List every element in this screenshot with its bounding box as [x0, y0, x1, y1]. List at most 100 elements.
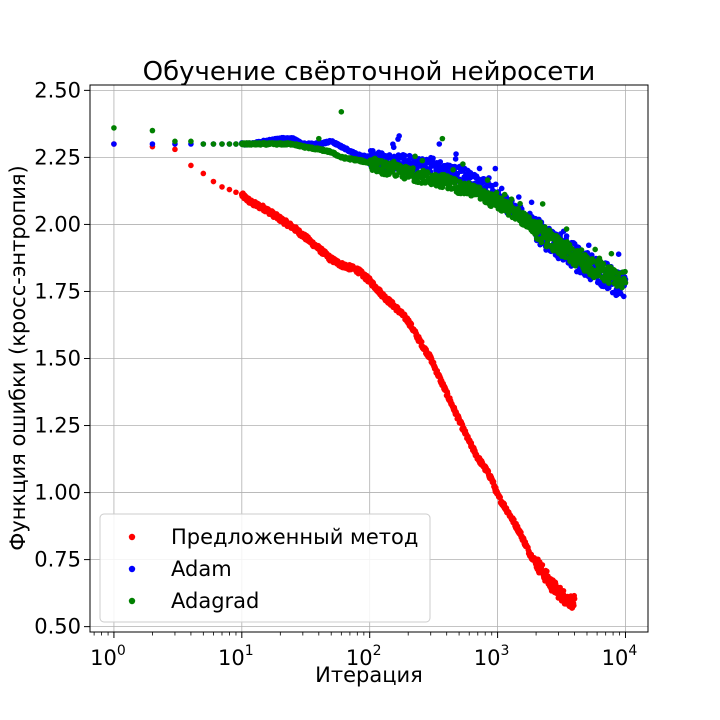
- data-point: [492, 165, 499, 172]
- x-tick-label: 104: [602, 643, 638, 670]
- y-tick-label: 2.50: [34, 78, 81, 102]
- data-point: [452, 176, 459, 183]
- data-point: [460, 161, 466, 167]
- outlier-point: [338, 109, 345, 115]
- data-point: [226, 186, 233, 193]
- data-point: [419, 157, 426, 164]
- data-point: [210, 141, 217, 147]
- data-point: [425, 170, 431, 176]
- x-axis-ticks: 100 101 102 103 104: [90, 632, 637, 670]
- data-point: [484, 177, 491, 183]
- x-tick-base: 10: [602, 646, 629, 670]
- x-tick-label: 103: [474, 643, 510, 670]
- legend-label-adam: Adam: [171, 557, 232, 581]
- data-point: [172, 146, 178, 153]
- data-point: [410, 165, 416, 171]
- data-point: [149, 141, 156, 147]
- data-point: [111, 125, 117, 131]
- legend-label-proposed: Предложенный метод: [171, 525, 418, 549]
- data-point: [536, 227, 542, 234]
- data-point: [508, 196, 515, 202]
- data-point: [571, 595, 578, 602]
- y-axis-ticks: 0.50 0.75 1.00 1.25 1.50 1.75 2.00 2.25 2.50: [34, 78, 90, 639]
- data-point: [501, 191, 508, 198]
- series-proposed: [111, 141, 578, 611]
- data-point: [200, 141, 207, 147]
- data-point: [219, 184, 225, 190]
- data-point: [498, 185, 505, 192]
- data-point: [606, 284, 612, 291]
- data-point: [188, 138, 194, 145]
- x-tick-label: 102: [346, 643, 382, 670]
- data-point: [608, 250, 615, 257]
- y-tick-label: 0.50: [34, 615, 81, 639]
- x-tick-label: 101: [218, 643, 254, 670]
- data-point: [233, 189, 239, 196]
- data-point: [600, 260, 607, 267]
- data-point: [390, 144, 397, 151]
- legend-marker-adam: [128, 565, 136, 573]
- data-point: [515, 194, 522, 200]
- legend-marker-proposed: [128, 533, 136, 541]
- legend-marker-adagrad: [128, 597, 136, 605]
- data-point: [622, 268, 628, 275]
- data-point: [437, 159, 444, 165]
- y-tick-label: 2.25: [34, 145, 81, 169]
- data-point: [226, 141, 233, 147]
- legend-label-adagrad: Adagrad: [171, 589, 259, 613]
- data-point: [585, 242, 592, 249]
- y-tick-label: 1.75: [34, 279, 81, 303]
- x-tick-base: 10: [346, 646, 373, 670]
- data-point: [476, 165, 483, 172]
- data-point: [450, 167, 456, 173]
- x-tick-exponent: 2: [373, 643, 382, 659]
- y-tick-label: 1.50: [34, 347, 81, 371]
- legend: Предложенный метод Adam Adagrad: [99, 513, 431, 623]
- data-point: [537, 219, 543, 226]
- data-point: [539, 201, 546, 207]
- x-tick-label: 100: [90, 643, 126, 670]
- data-point: [393, 172, 400, 179]
- data-point: [622, 279, 629, 286]
- data-point: [492, 181, 499, 188]
- data-point: [544, 568, 550, 575]
- series-adagrad: [111, 125, 629, 291]
- data-point: [219, 141, 225, 147]
- data-point: [452, 156, 459, 162]
- data-point: [430, 155, 436, 162]
- outlier-point: [439, 135, 446, 142]
- data-point: [578, 247, 585, 253]
- data-point: [528, 199, 535, 206]
- data-point: [538, 239, 545, 246]
- data-point: [563, 233, 570, 239]
- x-axis-label: Итерация: [315, 663, 423, 687]
- data-point: [620, 293, 627, 300]
- data-point: [188, 162, 194, 169]
- y-tick-label: 1.00: [34, 481, 81, 505]
- x-tick-base: 10: [90, 646, 117, 670]
- data-point: [172, 138, 178, 145]
- outlier-point: [316, 135, 322, 142]
- legend-box: [99, 513, 431, 623]
- x-tick-exponent: 4: [628, 643, 637, 659]
- data-point: [418, 339, 425, 345]
- outlier-point: [396, 133, 402, 139]
- data-point: [210, 178, 217, 185]
- outlier-point: [436, 141, 443, 147]
- data-point: [149, 127, 156, 134]
- data-point: [200, 170, 207, 177]
- data-point: [111, 141, 117, 147]
- y-tick-label: 2.00: [34, 212, 81, 236]
- x-tick-base: 10: [474, 646, 501, 670]
- data-point: [233, 141, 239, 147]
- y-axis-label: Функция ошибки (кросс-энтропия): [6, 165, 30, 550]
- data-point: [539, 562, 546, 568]
- data-point: [402, 152, 408, 159]
- y-tick-label: 0.75: [34, 548, 81, 572]
- data-point: [563, 226, 570, 232]
- chart-title: Обучение свёрточной нейросети: [143, 57, 596, 87]
- data-point: [412, 153, 418, 160]
- data-point: [560, 587, 567, 594]
- data-point: [517, 200, 523, 207]
